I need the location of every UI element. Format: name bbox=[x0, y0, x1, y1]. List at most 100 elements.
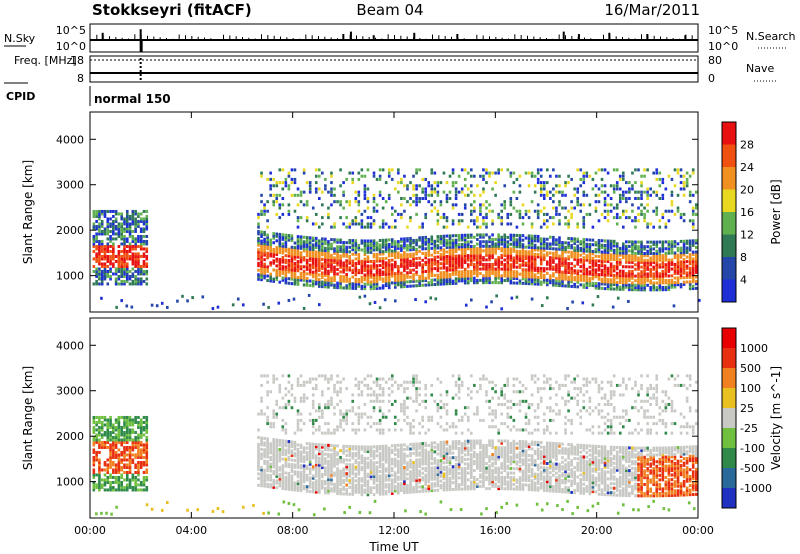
power-cell bbox=[427, 247, 431, 251]
power-cell bbox=[106, 224, 110, 228]
power-cell bbox=[470, 190, 473, 194]
power-cell bbox=[588, 261, 592, 265]
power-cell bbox=[682, 242, 686, 246]
power-cell bbox=[296, 193, 300, 197]
power-cell bbox=[479, 174, 482, 178]
velocity-cell bbox=[281, 450, 285, 454]
velocity-cell bbox=[125, 435, 129, 439]
power-cell bbox=[463, 270, 467, 274]
power-cell bbox=[625, 285, 628, 289]
power-cell bbox=[524, 282, 528, 286]
velocity-cell bbox=[314, 418, 318, 422]
power-cell bbox=[327, 253, 330, 257]
velocity-cell bbox=[106, 445, 110, 449]
velocity-cell bbox=[123, 435, 126, 439]
power-cell bbox=[263, 267, 266, 271]
power-cell bbox=[403, 251, 406, 255]
power-cell bbox=[275, 232, 279, 236]
power-cell bbox=[640, 209, 643, 213]
power-cell bbox=[691, 262, 695, 266]
power-cell bbox=[363, 273, 367, 277]
power-cell bbox=[299, 264, 303, 268]
power-cell bbox=[594, 263, 598, 267]
power-cell bbox=[296, 187, 300, 191]
velocity-cell bbox=[336, 444, 339, 448]
power-cell bbox=[555, 265, 558, 269]
power-cell bbox=[378, 264, 382, 268]
power-cell bbox=[631, 254, 634, 258]
power-colorbar-label: Power [dB] bbox=[769, 179, 783, 244]
power-cell bbox=[515, 225, 519, 229]
power-cell bbox=[445, 275, 449, 279]
power-cell bbox=[327, 246, 330, 250]
noise-left-tick-bottom: 10^0 bbox=[56, 40, 86, 53]
velocity-cell bbox=[103, 445, 107, 449]
power-cell bbox=[257, 261, 260, 265]
power-cell bbox=[427, 237, 431, 241]
power-cell bbox=[131, 252, 135, 256]
power-cell bbox=[579, 253, 583, 257]
velocity-cell bbox=[318, 425, 321, 429]
power-cell bbox=[345, 263, 348, 267]
power-cell bbox=[436, 269, 440, 273]
power-cell bbox=[591, 268, 595, 272]
power-cell bbox=[672, 304, 676, 308]
power-cell bbox=[442, 271, 446, 275]
velocity-cell bbox=[287, 455, 291, 459]
power-cell bbox=[257, 250, 260, 254]
power-cell bbox=[542, 193, 546, 197]
power-cell bbox=[640, 265, 643, 269]
power-cell bbox=[142, 247, 146, 251]
power-cell bbox=[117, 267, 121, 271]
power-cell bbox=[622, 265, 625, 269]
velocity-cell bbox=[287, 462, 291, 466]
power-cell bbox=[387, 174, 391, 178]
velocity-cell bbox=[284, 448, 288, 452]
velocity-cell bbox=[263, 461, 266, 465]
power-cell bbox=[594, 250, 598, 254]
power-cell bbox=[260, 209, 263, 213]
velocity-cell bbox=[134, 420, 137, 424]
power-cell bbox=[591, 252, 595, 256]
power-cell bbox=[640, 272, 643, 276]
power-cell bbox=[100, 222, 104, 226]
power-cell bbox=[518, 272, 522, 276]
power-cell bbox=[397, 168, 400, 172]
velocity-cell bbox=[98, 468, 101, 472]
power-cell bbox=[652, 240, 655, 244]
velocity-cell bbox=[125, 433, 129, 437]
power-cell bbox=[539, 184, 543, 188]
power-cell bbox=[384, 274, 388, 278]
power-cell bbox=[612, 190, 616, 194]
power-cell bbox=[120, 249, 123, 253]
velocity-cell bbox=[117, 485, 121, 489]
power-cell bbox=[369, 275, 373, 279]
power-cell bbox=[390, 168, 394, 172]
noise-tick bbox=[223, 34, 224, 40]
velocity-cell bbox=[314, 377, 318, 381]
velocity-cell bbox=[318, 477, 321, 481]
power-cell bbox=[479, 256, 482, 260]
power-cell bbox=[120, 257, 123, 261]
power-cell bbox=[628, 216, 631, 220]
velocity-cell bbox=[318, 406, 321, 410]
power-cell bbox=[470, 249, 473, 253]
power-cell bbox=[685, 248, 689, 252]
power-cell bbox=[387, 168, 391, 172]
velocity-cell bbox=[125, 470, 129, 474]
power-cell bbox=[625, 276, 628, 280]
velocity-cell bbox=[109, 415, 112, 419]
velocity-cell bbox=[103, 468, 107, 472]
power-cell bbox=[445, 273, 449, 277]
power-cell bbox=[131, 222, 135, 226]
power-cell bbox=[625, 283, 628, 287]
power-cell bbox=[106, 257, 110, 261]
velocity-cell bbox=[318, 445, 321, 449]
power-cell bbox=[287, 277, 291, 281]
power-cell bbox=[120, 234, 123, 238]
power-cell bbox=[123, 242, 126, 246]
power-cell bbox=[98, 229, 101, 233]
power-cell bbox=[676, 283, 680, 287]
power-cell bbox=[400, 239, 403, 243]
power-cell bbox=[582, 238, 586, 242]
